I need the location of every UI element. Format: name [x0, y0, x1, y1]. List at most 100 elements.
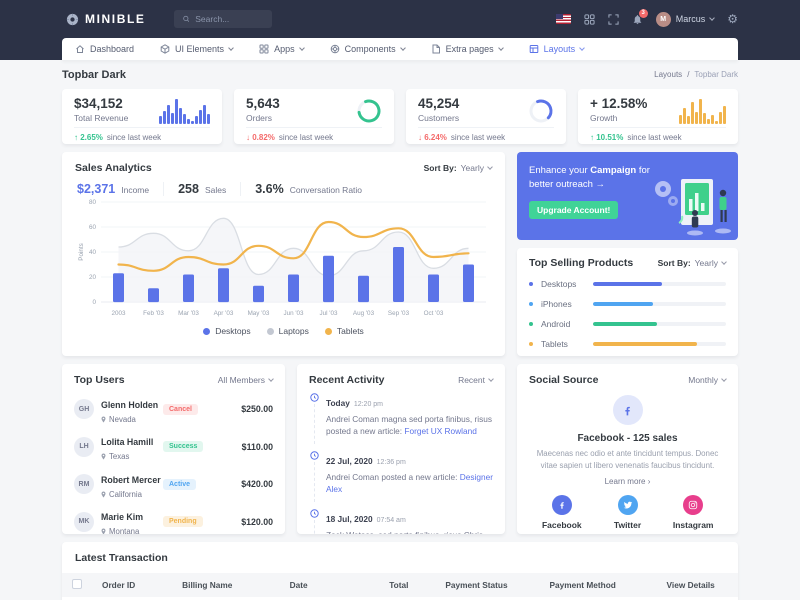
language-flag[interactable]	[555, 14, 571, 24]
location-pin-icon	[101, 416, 106, 422]
breadcrumb-current: Topbar Dark	[694, 70, 738, 79]
chevron-down-icon	[488, 376, 494, 382]
facebook-circle[interactable]	[551, 494, 572, 515]
clock-icon	[309, 509, 319, 518]
social-sources-row: Facebook 125 sales Twitter 112 sales Ins…	[529, 494, 726, 534]
svg-text:May '03: May '03	[248, 310, 270, 317]
stat-label: Orders	[246, 113, 272, 123]
svg-text:20: 20	[89, 274, 97, 281]
page-content: Topbar Dark Layouts / Topbar Dark $34,15…	[62, 60, 738, 600]
promo-text: Enhance your Campaign for better outreac…	[529, 165, 650, 191]
sales-sort-dropdown[interactable]: Sort By: Yearly	[424, 163, 493, 173]
stat-value: 5,643	[246, 96, 280, 111]
status-badge: Cancel	[163, 403, 198, 415]
chevron-down-icon	[298, 45, 305, 51]
breadcrumb-layouts[interactable]: Layouts	[654, 70, 683, 79]
svg-text:Sep '03: Sep '03	[388, 310, 410, 317]
stat-label: Growth	[590, 113, 618, 123]
location-pin-icon	[101, 528, 106, 534]
user-row: RM Robert Mercer California Active $420.…	[74, 470, 273, 499]
latest-transaction-title: Latest Transaction	[75, 552, 168, 564]
settings-gear-icon[interactable]: ⚙	[727, 12, 738, 26]
notifications-bell[interactable]: 3	[632, 8, 648, 25]
clock-icon	[309, 393, 319, 402]
activity-link[interactable]: Designer Alex	[326, 471, 493, 495]
delta-arrow-icon: ↓	[246, 133, 250, 142]
progress-bar	[593, 322, 726, 326]
sales-metrics: $2,371 Income 258 Sales 3.6% Conversation R…	[75, 182, 492, 196]
activity-item: Today 12:20 pm Andrei Coman magna sed por…	[309, 393, 493, 444]
status-badge: Success	[163, 441, 204, 452]
sales-analytics-title: Sales Analytics	[75, 162, 152, 174]
progress-bar	[593, 302, 726, 306]
nav-item-ui-elements[interactable]: UI Elements	[147, 38, 246, 60]
product-row: Android	[529, 319, 726, 329]
select-all-checkbox[interactable]	[72, 579, 82, 589]
activity-link[interactable]: Forget UX Rowland	[404, 426, 477, 437]
fullscreen-icon[interactable]	[608, 13, 619, 25]
instagram-icon	[689, 500, 698, 509]
upgrade-account-button[interactable]: Upgrade Account!	[529, 200, 619, 219]
grid-icon	[259, 44, 269, 54]
stats-row: $34,152 Total Revenue ↑ 2.65% since last …	[62, 89, 738, 144]
twitter-circle[interactable]	[617, 494, 638, 515]
us-flag-icon	[555, 14, 571, 24]
latest-transaction-card: Latest Transaction Order ID Billing Name…	[62, 542, 738, 600]
social-description: Maecenas nec odio et ante tincidunt temp…	[536, 449, 719, 470]
activity-filter-dropdown[interactable]: Recent	[458, 375, 494, 385]
facebook-featured-icon	[612, 395, 643, 425]
chevron-down-icon	[579, 45, 586, 51]
top-selling-products-card: Top Selling Products Sort By: Yearly Desk…	[517, 248, 738, 356]
nav-item-components[interactable]: Components	[317, 38, 418, 60]
bullet-dot	[529, 282, 533, 286]
nav-item-extra-pages[interactable]: Extra pages	[418, 38, 516, 60]
status-badge: Pending	[163, 516, 203, 527]
nav-item-layouts[interactable]: Layouts	[516, 38, 598, 60]
chevron-down-icon	[721, 376, 727, 382]
page-title: Topbar Dark	[62, 68, 126, 81]
svg-text:Points: Points	[78, 243, 85, 261]
conversion-value: 3.6%	[255, 182, 284, 196]
logo-text: MINIBLE	[85, 12, 146, 26]
product-row: Desktops	[529, 279, 726, 289]
stat-label: Total Revenue	[74, 113, 129, 123]
delta-arrow-icon: ↑	[74, 133, 78, 142]
growth-sparkline	[679, 98, 726, 124]
user-menu[interactable]: M Marcus	[655, 11, 716, 27]
svg-text:Apr '03: Apr '03	[214, 310, 234, 317]
legend-tablets[interactable]: Tablets	[324, 326, 364, 336]
svg-text:Oct '03: Oct '03	[424, 310, 444, 317]
breadcrumb: Layouts / Topbar Dark	[654, 70, 738, 79]
nav-item-dashboard[interactable]: Dashboard	[62, 38, 147, 60]
notification-badge: 3	[638, 8, 648, 18]
stat-card-customers: 45,254 Customers ↓ 6.24% since last week	[406, 89, 566, 144]
stat-value: 45,254	[418, 96, 460, 111]
learn-more-link[interactable]: Learn more ›	[604, 476, 651, 486]
clock-icon	[309, 451, 319, 460]
members-filter-dropdown[interactable]: All Members	[218, 375, 274, 385]
source-twitter: Twitter 112 sales	[595, 494, 661, 534]
svg-text:Jul '03: Jul '03	[319, 310, 338, 317]
nav-item-apps[interactable]: Apps	[246, 38, 317, 60]
products-sort-dropdown[interactable]: Sort By: Yearly	[658, 258, 727, 268]
stat-card-revenue: $34,152 Total Revenue ↑ 2.65% since last …	[62, 89, 222, 144]
app-logo[interactable]: MINIBLE	[66, 12, 146, 26]
legend-desktops[interactable]: Desktops	[203, 326, 251, 336]
campaign-promo-card: Enhance your Campaign for better outreac…	[517, 152, 738, 240]
legend-dot	[266, 327, 274, 335]
topbar-search[interactable]	[173, 10, 272, 28]
legend-laptops[interactable]: Laptops	[266, 326, 309, 336]
source-facebook: Facebook 125 sales	[529, 494, 595, 534]
user-row: LH Lolita Hamill Texas Success $110.00	[74, 432, 273, 461]
status-badge: Active	[163, 478, 197, 490]
instagram-circle[interactable]	[683, 494, 704, 515]
income-value: $2,371	[77, 182, 116, 196]
legend-dot	[324, 327, 332, 335]
search-input[interactable]	[195, 14, 263, 24]
stat-value: + 12.58%	[590, 96, 648, 111]
file-icon	[432, 44, 440, 54]
chevron-down-icon	[228, 45, 234, 51]
social-filter-dropdown[interactable]: Monthly	[688, 375, 727, 385]
stat-card-growth: + 12.58% Growth ↑ 10.51% since last week	[578, 89, 738, 144]
apps-grid-icon[interactable]	[584, 13, 595, 25]
